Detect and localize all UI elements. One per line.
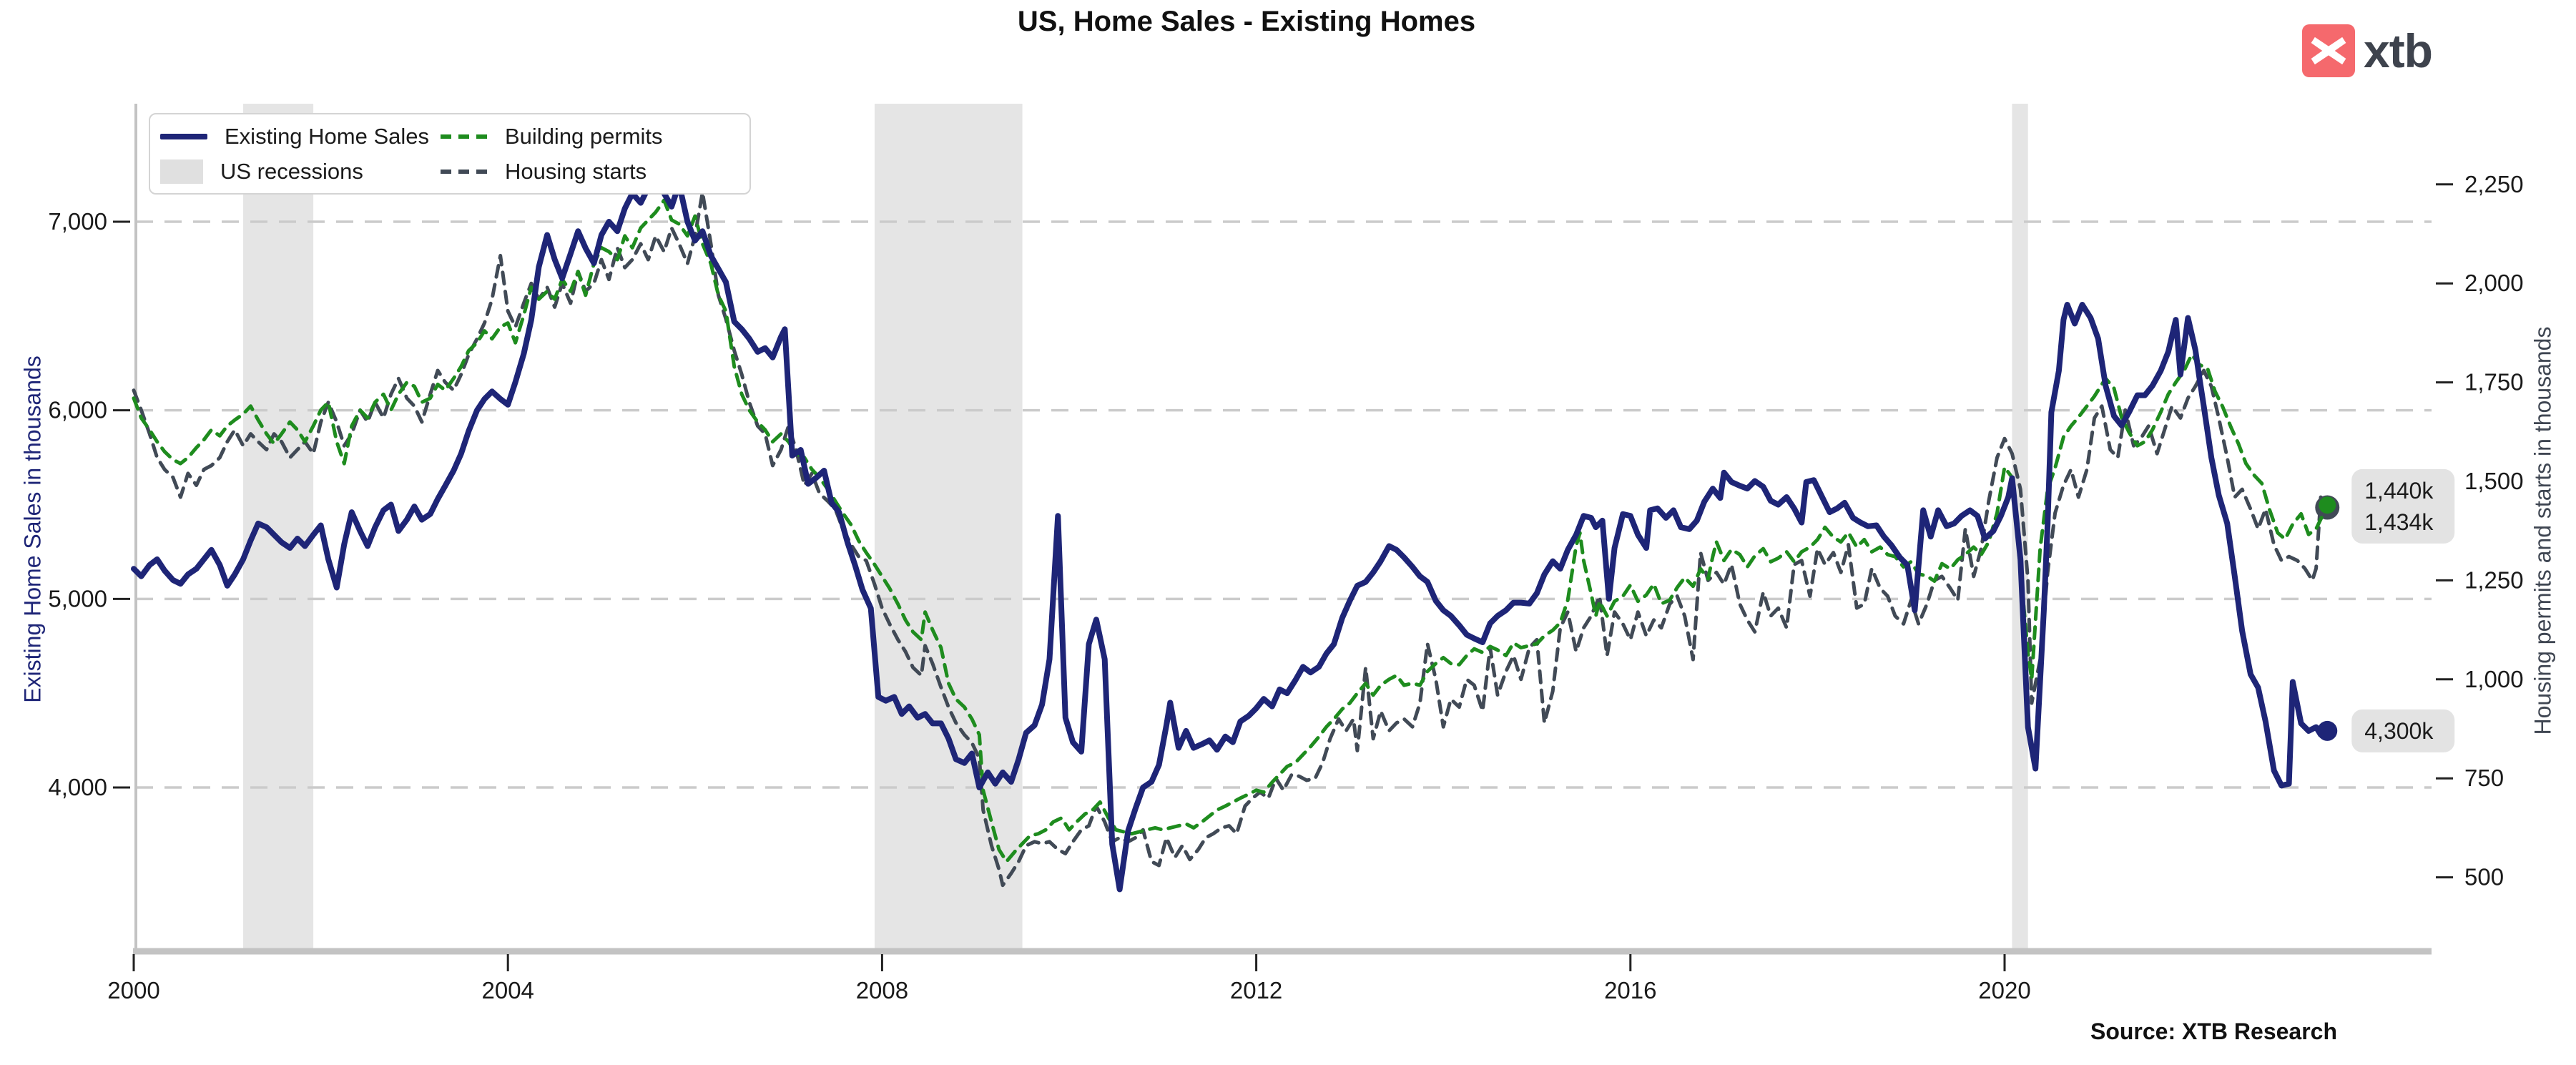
- right-tick-label: 2,000: [2464, 270, 2524, 296]
- series-housing-starts: [132, 190, 2329, 888]
- source-note: Source: XTB Research: [2090, 1019, 2337, 1044]
- legend-label: US recessions: [220, 158, 363, 184]
- legend-swatch-housing-starts: [441, 169, 488, 174]
- x-tick-label: 2020: [1978, 977, 2030, 1003]
- series-end-dot-building-permits: [2319, 496, 2336, 514]
- legend-swatch-existing-home-sales: [160, 133, 207, 139]
- series-building-permits: [132, 198, 2329, 863]
- gridlines: [136, 220, 2432, 789]
- legend: Existing Home Sales US recessions Buildi…: [149, 113, 751, 195]
- xtb-logo-square: [2302, 24, 2355, 77]
- annotation-label: 1,440k: [2364, 478, 2434, 504]
- axis-spines: [133, 104, 2432, 955]
- annotation-label: 4,300k: [2364, 718, 2434, 744]
- x-tick-label: 2008: [856, 977, 908, 1003]
- right-tick-label: 1,500: [2464, 468, 2524, 494]
- x-tick-label: 2012: [1230, 977, 1282, 1003]
- series-end-dot-existing-home-sales: [2317, 720, 2338, 741]
- legend-item-existing-home-sales: Existing Home Sales: [160, 124, 441, 149]
- legend-swatch-building-permits: [441, 134, 488, 139]
- annotation-box: [2351, 468, 2455, 544]
- legend-item-housing-starts: Housing starts: [441, 159, 739, 185]
- annotation-box: [2351, 709, 2455, 752]
- legend-swatch-us-recessions: [160, 159, 203, 184]
- annotations: 1,440k 1,434k 4,300k: [2351, 468, 2455, 752]
- xtb-logo-text: xtb: [2364, 24, 2433, 77]
- legend-label: Housing starts: [505, 158, 647, 184]
- axis-ticks: 7,000 6,000 5,000 4,000 2,250 2,000 1,750 1,500…: [48, 171, 2523, 1003]
- chart-title: US, Home Sales - Existing Homes: [1017, 6, 1476, 37]
- series-existing-home-sales: [131, 175, 2331, 893]
- right-axis-title: Housing permits and starts in thousands: [2530, 326, 2556, 735]
- xtb-logo: xtb: [2302, 24, 2433, 77]
- legend-item-building-permits: Building permits: [441, 124, 739, 149]
- right-tick-label: 2,250: [2464, 171, 2524, 197]
- right-tick-label: 500: [2464, 864, 2504, 890]
- left-tick-label: 7,000: [48, 208, 107, 235]
- left-tick-label: 4,000: [48, 774, 107, 800]
- right-tick-label: 1,000: [2464, 666, 2524, 692]
- legend-item-us-recessions: US recessions: [160, 159, 441, 185]
- recession-band: [874, 104, 1023, 951]
- legend-label: Existing Home Sales: [225, 123, 430, 149]
- x-tick-label: 2004: [481, 977, 534, 1003]
- left-tick-label: 5,000: [48, 585, 107, 612]
- right-tick-label: 750: [2464, 765, 2504, 791]
- x-tick-label: 2016: [1604, 977, 1656, 1003]
- right-tick-label: 1,250: [2464, 566, 2524, 593]
- data-series: [131, 175, 2340, 893]
- left-tick-label: 6,000: [48, 397, 107, 423]
- xtb-x-icon: [2311, 36, 2346, 65]
- right-tick-label: 1,750: [2464, 369, 2524, 396]
- legend-label: Building permits: [505, 123, 663, 149]
- annotation-label: 1,434k: [2364, 509, 2434, 535]
- x-tick-label: 2000: [107, 977, 159, 1003]
- left-axis-title: Existing Home Sales in thousands: [19, 355, 46, 703]
- recession-bands: [243, 104, 2028, 951]
